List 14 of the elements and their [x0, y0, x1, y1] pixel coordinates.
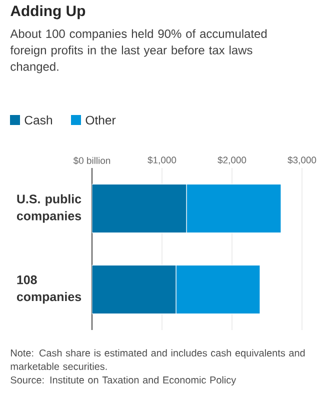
x-tick-label: $1,000 [148, 156, 176, 164]
bar [92, 184, 187, 234]
y-tick-label: 108 companies [16, 275, 82, 304]
y-tick-label: U.S. public companies [16, 194, 82, 223]
x-tick-label: $2,000 [218, 156, 246, 164]
x-tick-label: $3,000 [288, 156, 316, 164]
legend-label: Cash [24, 116, 52, 124]
bar [92, 264, 176, 314]
chart-title: Adding Up [10, 5, 86, 20]
x-tick-label: $0 billion [73, 156, 110, 164]
source-note: Source: Institute on Taxation and Economic Policy [10, 376, 236, 386]
text: Note: Cash share is estimated and includes cash equivalents and marketable securities. [10, 349, 305, 370]
chart-subtitle: About 100 companies held 90% of accumulated foreign profits in the last year before tax laws changed. [10, 29, 267, 74]
legend-label: Other [86, 116, 116, 124]
